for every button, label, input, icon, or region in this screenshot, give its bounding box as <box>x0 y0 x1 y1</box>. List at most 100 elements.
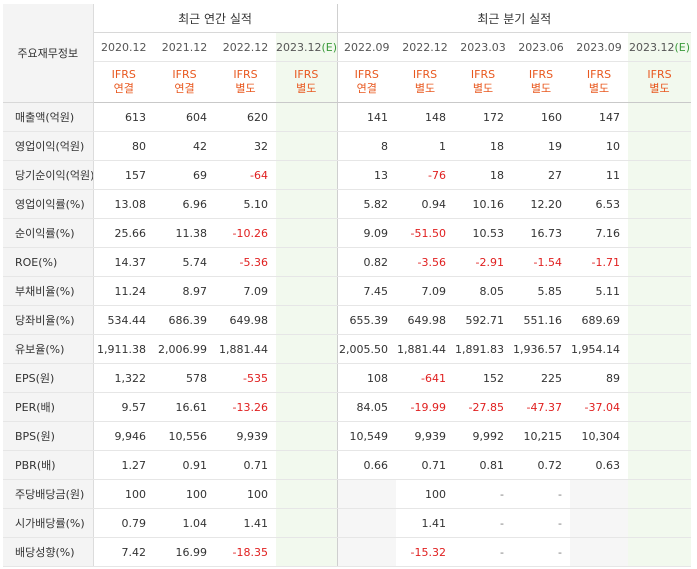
accounting-basis-header: IFRS 별도 <box>570 61 628 103</box>
basis-header-row: IFRS 연결 IFRS 연결 IFRS 별도 IFRS 별도 IFRS 연결 IFRS 별도 IFRS… <box>3 61 692 103</box>
basis-scope: 별도 <box>235 82 256 95</box>
value-cell: -37.04 <box>570 392 628 422</box>
table-row: 부채비율(%) 11.24 8.97 7.09 7.45 7.09 8.05 5.85 5.11 <box>3 276 692 306</box>
value-cell <box>276 189 337 219</box>
value-cell: 5.11 <box>570 276 628 306</box>
table-row: 당좌비율(%) 534.44 686.39 649.98 655.39 649.98 592… <box>3 305 692 335</box>
basis-standard: IFRS <box>354 68 379 81</box>
table-row: 당기순이익(억원) 157 69 -64 13 -76 18 27 11 <box>3 160 692 190</box>
value-cell: 80 <box>93 131 154 161</box>
value-cell: -641 <box>396 363 454 393</box>
basis-scope: 연결 <box>356 82 377 95</box>
period-header: 2023.12(E) <box>276 32 337 62</box>
row-label: 영업이익(억원) <box>3 131 94 161</box>
table-row: ROE(%) 14.37 5.74 -5.36 0.82 -3.56 -2.91 -1.54-… <box>3 247 692 277</box>
row-label-header: 주요재무정보 <box>3 4 94 103</box>
value-cell: -13.26 <box>215 392 276 422</box>
table-row: 주당배당금(원) 100 100 100 100- - <box>3 479 692 509</box>
row-label: 매출액(억원) <box>3 102 94 132</box>
value-cell: 0.66 <box>336 450 396 480</box>
value-cell <box>276 334 337 364</box>
basis-standard: IFRS <box>111 68 136 81</box>
value-cell <box>628 537 692 567</box>
value-cell <box>276 450 337 480</box>
value-cell <box>276 160 337 190</box>
row-label: 영업이익률(%) <box>3 189 94 219</box>
value-cell: 649.98 <box>396 305 454 335</box>
value-cell: - <box>454 479 512 509</box>
value-cell: - <box>454 537 512 567</box>
value-cell: 100 <box>154 479 215 509</box>
value-cell: 1,954.14 <box>570 334 628 364</box>
period-header: 2023.09 <box>570 32 628 62</box>
value-cell: 147 <box>570 102 628 132</box>
value-cell: -1.71 <box>570 247 628 277</box>
value-cell <box>336 479 396 509</box>
period-header: 2022.12 <box>396 32 454 62</box>
value-cell: 7.45 <box>336 276 396 306</box>
value-cell: 16.99 <box>154 537 215 567</box>
row-label: PER(배) <box>3 392 94 422</box>
basis-scope: 별도 <box>530 82 552 95</box>
value-cell <box>570 537 628 567</box>
value-cell: 689.69 <box>570 305 628 335</box>
value-cell: 0.71 <box>215 450 276 480</box>
value-cell: 152 <box>454 363 512 393</box>
value-cell: 10.16 <box>454 189 512 219</box>
value-cell: 10,556 <box>154 421 215 451</box>
value-cell: 592.71 <box>454 305 512 335</box>
value-cell: -5.36 <box>215 247 276 277</box>
basis-scope: 별도 <box>649 82 670 95</box>
value-cell: 1,891.83 <box>454 334 512 364</box>
estimate-marker: (E) <box>674 40 691 54</box>
accounting-basis-header: IFRS 별도 <box>215 61 276 103</box>
value-cell: -47.37 <box>512 392 570 422</box>
value-cell: 10.53 <box>454 218 512 248</box>
value-cell: 0.71 <box>396 450 454 480</box>
value-cell: 1.41 <box>215 508 276 538</box>
value-cell: 84.05 <box>336 392 396 422</box>
value-cell: 5.82 <box>336 189 396 219</box>
value-cell: 0.79 <box>93 508 154 538</box>
value-cell: 172 <box>454 102 512 132</box>
value-cell: 10,215 <box>512 421 570 451</box>
value-cell: - <box>454 508 512 538</box>
value-cell: 7.09 <box>215 276 276 306</box>
value-cell: 578 <box>154 363 215 393</box>
value-cell: 686.39 <box>154 305 215 335</box>
value-cell: 100 <box>93 479 154 509</box>
value-cell: 10 <box>570 131 628 161</box>
value-cell: 1,322 <box>93 363 154 393</box>
row-label: PBR(배) <box>3 450 94 480</box>
table-row: 영업이익(억원) 80 42 32 8 1 18 19 10 <box>3 131 692 161</box>
value-cell <box>276 537 337 567</box>
value-cell: 14.37 <box>93 247 154 277</box>
value-cell: 9.09 <box>336 218 396 248</box>
value-cell: 6.96 <box>154 189 215 219</box>
value-cell: 100 <box>396 479 454 509</box>
value-cell: 1.27 <box>93 450 154 480</box>
value-cell <box>628 334 692 364</box>
row-label: 시가배당률(%) <box>3 508 94 538</box>
basis-scope: 별도 <box>414 82 436 95</box>
value-cell: 1,881.44 <box>215 334 276 364</box>
value-cell: 655.39 <box>336 305 396 335</box>
period-header: 2022.09 <box>336 32 396 62</box>
value-cell <box>628 247 692 277</box>
value-cell: 42 <box>154 131 215 161</box>
table-row: 시가배당률(%) 0.79 1.04 1.41 1.41- - <box>3 508 692 538</box>
row-label: 주당배당금(원) <box>3 479 94 509</box>
period-header: 2023.03 <box>454 32 512 62</box>
value-cell: -2.91 <box>454 247 512 277</box>
row-label: 당좌비율(%) <box>3 305 94 335</box>
value-cell <box>276 392 337 422</box>
value-cell: -18.35 <box>215 537 276 567</box>
basis-standard: IFRS <box>233 68 258 81</box>
value-cell <box>276 131 337 161</box>
value-cell: 27 <box>512 160 570 190</box>
value-cell <box>628 421 692 451</box>
table-row: BPS(원) 9,946 10,556 9,939 10,549 9,939 9,992 10… <box>3 421 692 451</box>
value-cell: 649.98 <box>215 305 276 335</box>
value-cell: 5.85 <box>512 276 570 306</box>
value-cell: 160 <box>512 102 570 132</box>
